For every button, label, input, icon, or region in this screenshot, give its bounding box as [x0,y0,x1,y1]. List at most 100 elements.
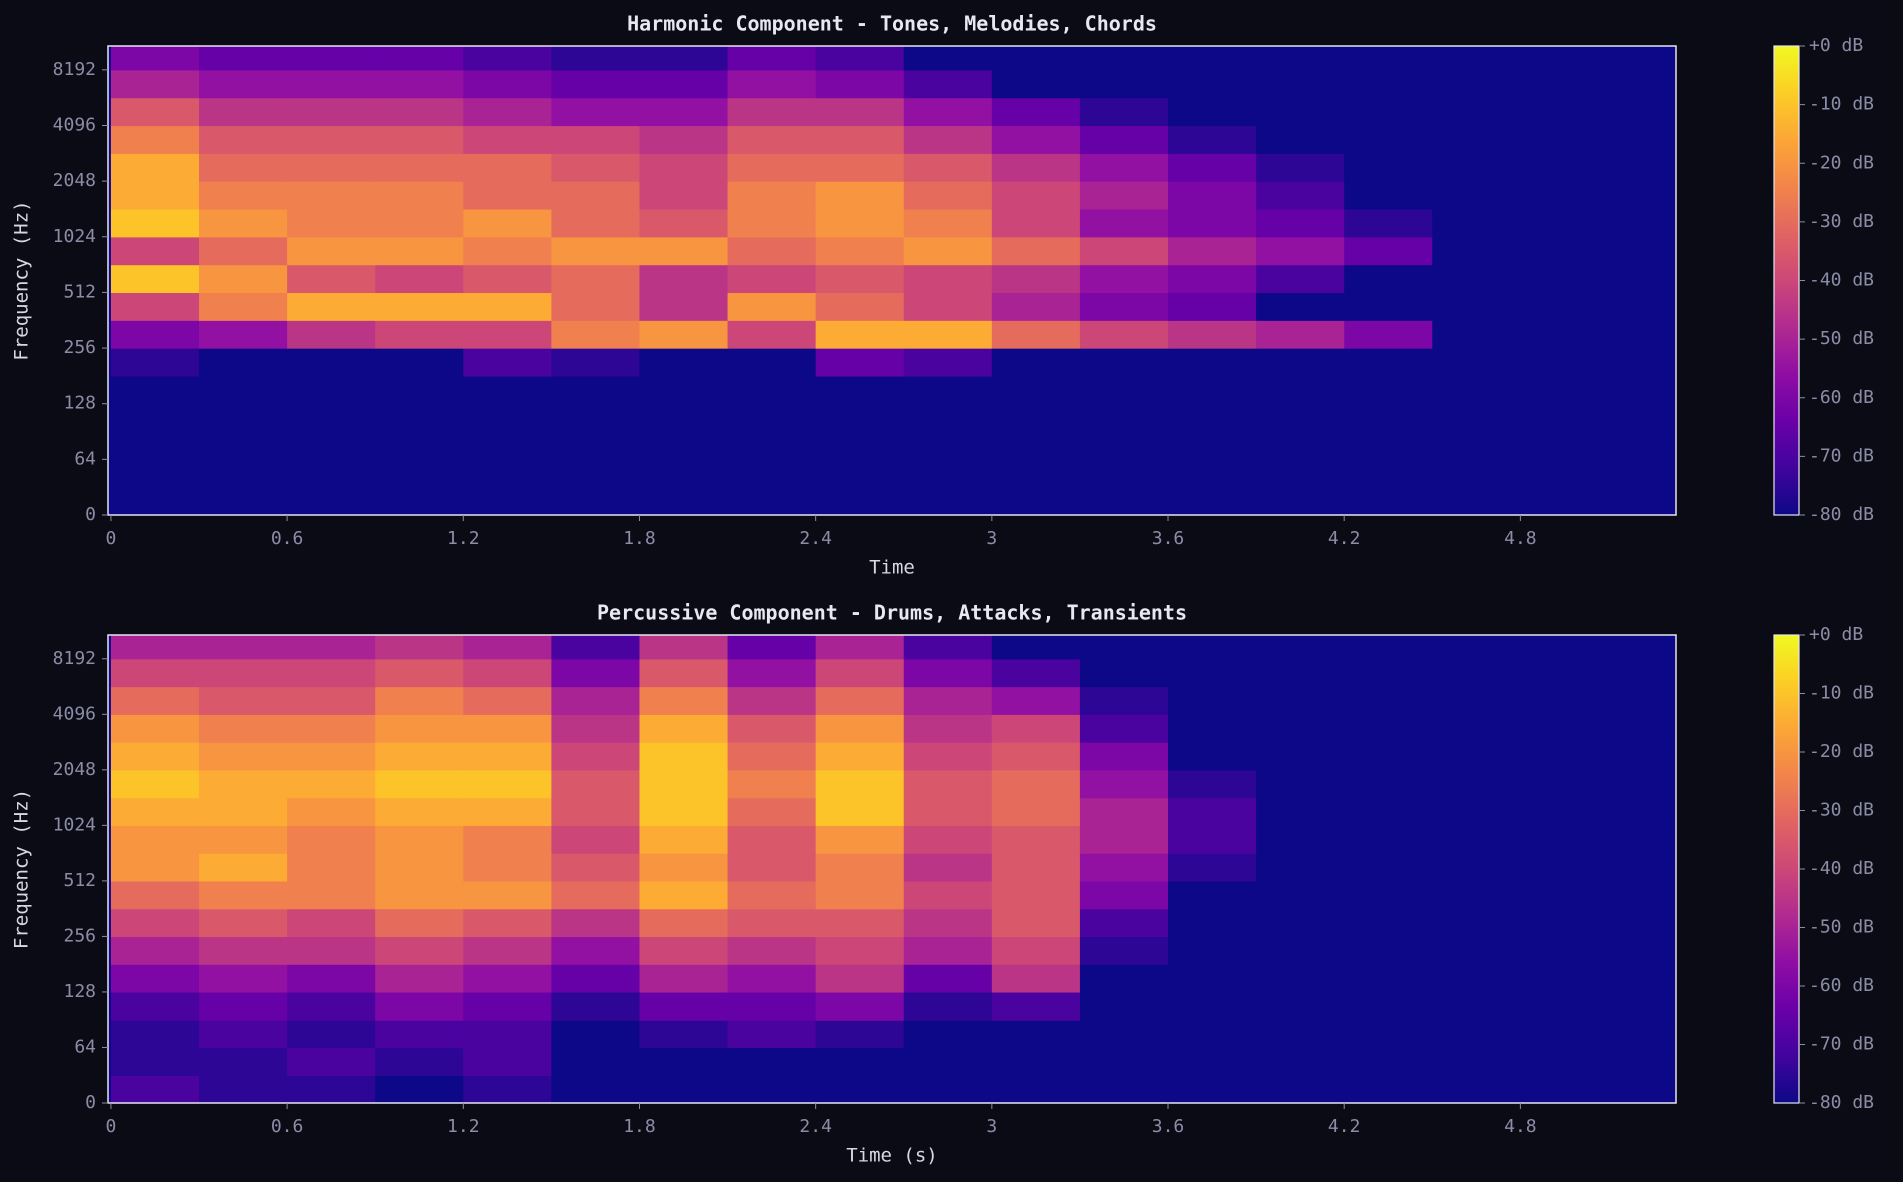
heatmap-cell [1344,908,1433,938]
heatmap-cell [463,714,552,743]
heatmap-cell [199,375,288,405]
heatmap-cell [1608,69,1677,99]
heatmap-cell [1520,375,1610,405]
heatmap-cell [815,797,905,826]
y-tick-label: 8192 [53,648,96,669]
y-tick-label: 64 [74,1036,96,1057]
y-tick-label: 0 [85,1092,96,1113]
heatmap-cell [727,459,817,488]
heatmap-cell [551,686,641,715]
heatmap-cell [1432,459,1521,488]
heatmap-cell [551,714,641,743]
heatmap-cell [1256,153,1345,182]
x-tick-label: 2.4 [799,528,832,549]
heatmap-cell [1344,880,1433,910]
heatmap-cell [991,208,1081,238]
heatmap-cell [815,153,905,182]
heatmap-cell [815,264,905,294]
heatmap-cell [1344,181,1433,210]
colorbar-tick-label: -80 dB [1809,1092,1874,1113]
heatmap-cell [463,769,552,799]
heatmap-cell [1256,46,1345,71]
heatmap-cell [1168,69,1257,99]
heatmap-cell [375,320,464,349]
heatmap-cell [551,1075,641,1104]
y-tick-label: 128 [63,981,96,1002]
heatmap-cell [110,320,200,349]
heatmap-cell [727,97,817,127]
heatmap-cell [991,320,1081,349]
y-tick-label: 4096 [53,114,96,135]
heatmap-cell [727,46,817,71]
heatmap-cell [991,635,1081,660]
heatmap-cell [903,236,993,266]
heatmap-cell [1256,236,1345,266]
heatmap-cell [727,1020,817,1049]
heatmap-cell [110,908,200,938]
heatmap-cell [463,686,552,715]
heatmap-cell [287,991,376,1021]
heatmap-cell [110,714,200,743]
heatmap-cell [551,658,641,688]
heatmap-cell [1344,403,1433,433]
heatmap-cell [727,908,817,938]
heatmap-cell [1256,769,1345,799]
heatmap-cell [199,125,288,154]
heatmap-cell [463,459,552,488]
heatmap-cell [1079,375,1169,405]
heatmap-cell [463,97,552,127]
heatmap-cell [1432,1047,1521,1076]
heatmap-cell [1168,1047,1257,1076]
heatmap-cell [1520,1020,1610,1049]
heatmap-cell [1256,459,1345,488]
heatmap-cell [1520,853,1610,882]
heatmap-cell [375,936,464,965]
colorbar-tick-label: -80 dB [1809,504,1874,525]
heatmap-cell [1344,292,1433,321]
heatmap-cell [727,153,817,182]
heatmap-cell [287,487,376,516]
heatmap-cell [1256,69,1345,99]
heatmap-cell [1344,1047,1433,1076]
heatmap-cell [463,797,552,826]
heatmap-cell [727,853,817,882]
heatmap-cell [375,208,464,238]
heatmap-cell [1168,236,1257,266]
heatmap-cell [815,853,905,882]
heatmap-cell [375,264,464,294]
heatmap-cell [110,769,200,799]
heatmap-cell [815,1020,905,1049]
heatmap-cell [1256,1020,1345,1049]
heatmap-cell [551,69,641,99]
heatmap-cell [1432,125,1521,154]
heatmap-cell [110,46,200,71]
heatmap-cell [1344,125,1433,154]
heatmap-cell [1432,742,1521,771]
heatmap-cell [991,825,1081,854]
heatmap-cell [1168,880,1257,910]
heatmap-cell [1168,991,1257,1021]
heatmap-cell [1608,936,1677,965]
heatmap-cell [199,714,288,743]
heatmap-cell [551,153,641,182]
heatmap-cell [639,97,729,127]
heatmap-cell [287,853,376,882]
heatmap-cell [1168,487,1257,516]
heatmap-cell [375,236,464,266]
heatmap-cell [727,375,817,405]
heatmap-cell [110,936,200,965]
heatmap-cell [1608,348,1677,377]
heatmap-cell [110,348,200,377]
heatmap-cell [991,69,1081,99]
heatmap-cell [991,686,1081,715]
heatmap-cell [1432,153,1521,182]
heatmap-cell [1608,125,1677,154]
heatmap-cell [463,825,552,854]
heatmap-cell [551,181,641,210]
heatmap-cell [1079,153,1169,182]
colorbar-tick-label: -60 dB [1809,975,1874,996]
heatmap-cell [287,635,376,660]
heatmap-cell [375,459,464,488]
heatmap-cell [903,1020,993,1049]
colorbar-tick-label: -10 dB [1809,683,1874,704]
